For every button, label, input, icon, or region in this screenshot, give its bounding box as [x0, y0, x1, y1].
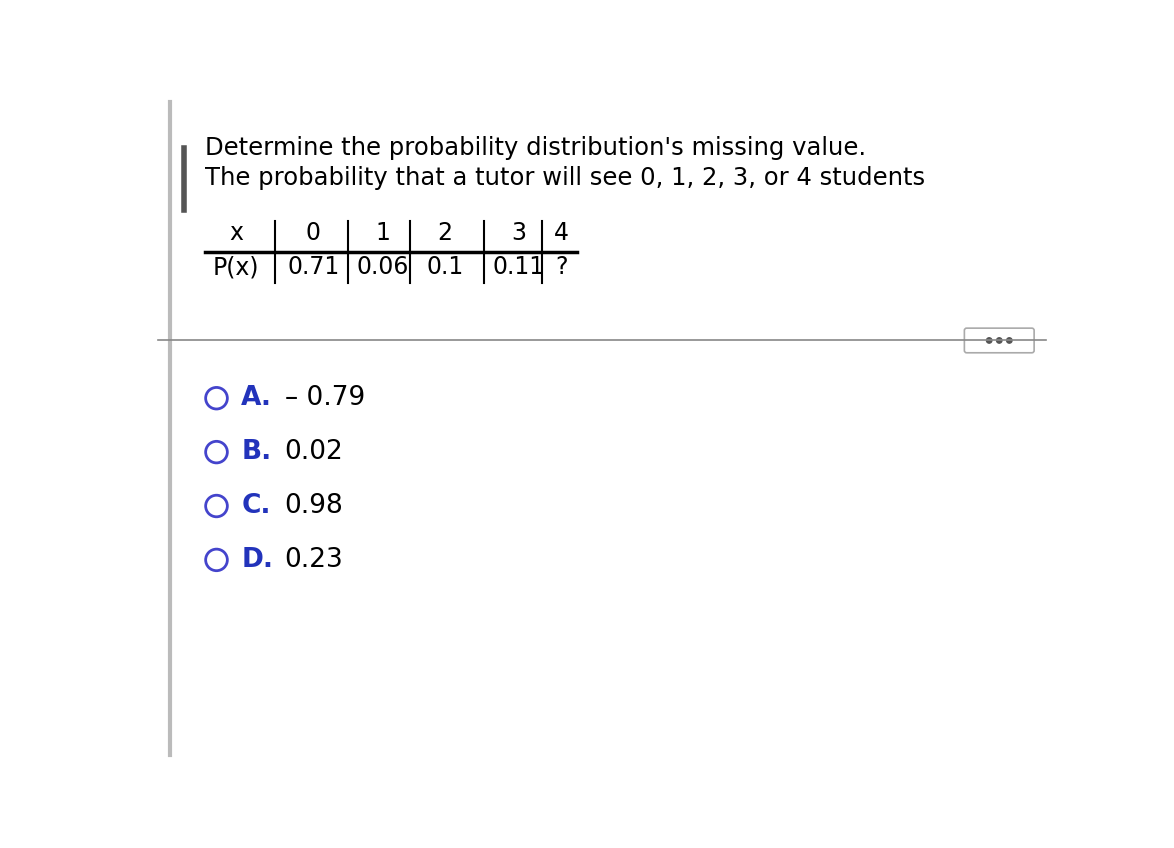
Text: 4: 4: [554, 220, 569, 245]
Text: B.: B.: [242, 439, 271, 465]
FancyBboxPatch shape: [964, 328, 1034, 353]
Circle shape: [205, 441, 228, 463]
Text: P(x): P(x): [212, 255, 259, 279]
Text: 0.02: 0.02: [285, 439, 344, 465]
Circle shape: [997, 338, 1001, 343]
Text: The probability that a tutor will see 0, 1, 2, 3, or 4 students: The probability that a tutor will see 0,…: [205, 165, 925, 190]
Text: Determine the probability distribution's missing value.: Determine the probability distribution's…: [205, 137, 866, 160]
Text: 0.71: 0.71: [288, 255, 339, 279]
Text: 0.1: 0.1: [426, 255, 464, 279]
Text: 0.11: 0.11: [493, 255, 545, 279]
Text: x: x: [229, 220, 243, 245]
Circle shape: [205, 388, 228, 409]
Text: 0.06: 0.06: [357, 255, 410, 279]
Text: 2: 2: [438, 220, 453, 245]
Circle shape: [986, 338, 992, 343]
Text: 0.98: 0.98: [285, 493, 344, 519]
Text: – 0.79: – 0.79: [285, 385, 365, 411]
Text: 0.23: 0.23: [285, 547, 344, 573]
Text: C.: C.: [242, 493, 271, 519]
Text: A.: A.: [242, 385, 272, 411]
Circle shape: [205, 550, 228, 571]
Circle shape: [1006, 338, 1012, 343]
Text: ?: ?: [555, 255, 567, 279]
Text: 3: 3: [511, 220, 526, 245]
Circle shape: [205, 495, 228, 516]
Text: D.: D.: [242, 547, 274, 573]
Text: 0: 0: [306, 220, 321, 245]
Text: 1: 1: [376, 220, 391, 245]
